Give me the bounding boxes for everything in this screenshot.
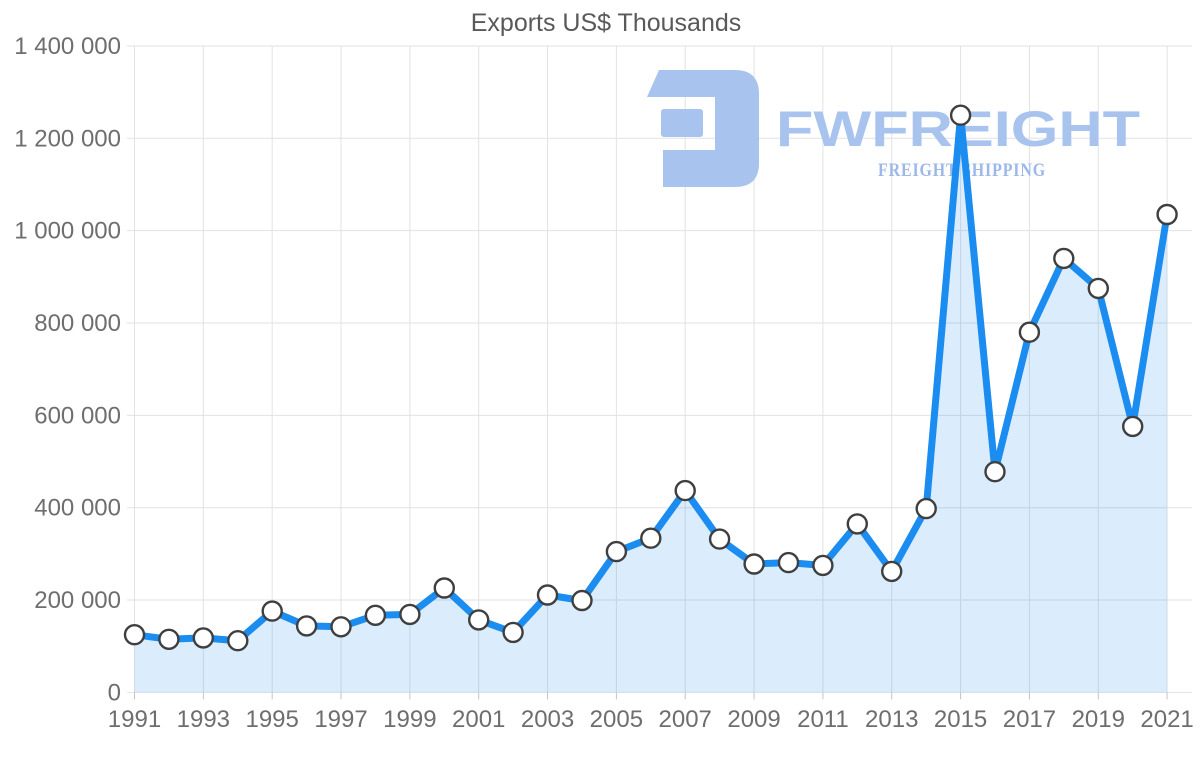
data-point-2021[interactable] [1156, 203, 1178, 226]
x-axis-tick-label: 2013 [865, 706, 918, 733]
y-axis-tick-label: 1 000 000 [14, 218, 121, 245]
data-point-2019[interactable] [1087, 277, 1110, 300]
x-axis-tick-label: 1997 [314, 706, 367, 733]
fwfreight-watermark: FWFREIGHT FREIGHT SHIPPING [647, 70, 1140, 187]
x-axis-tick-label: 2007 [659, 706, 712, 733]
data-point-2003[interactable] [536, 584, 559, 606]
data-point-2015[interactable] [949, 104, 972, 126]
data-point-2016[interactable] [984, 461, 1006, 483]
data-point-1993[interactable] [192, 627, 215, 649]
x-axis-tick-label: 1999 [383, 706, 436, 733]
x-axis-tick-label: 2003 [521, 706, 574, 733]
data-point-2007[interactable] [674, 479, 696, 502]
data-point-1991[interactable] [123, 624, 146, 646]
y-axis-tick-label: 0 [108, 679, 121, 706]
area-series [134, 115, 1168, 693]
data-point-1999[interactable] [399, 603, 421, 626]
x-axis-tick-label: 2009 [727, 706, 780, 733]
y-axis-tick-label: 800 000 [34, 310, 121, 337]
data-point-2013[interactable] [881, 560, 903, 583]
data-point-2010[interactable] [777, 551, 800, 574]
gridlines [127, 45, 1192, 700]
y-axis-tick-label: 1 200 000 [14, 125, 121, 152]
y-axis-tick-label: 600 000 [34, 402, 121, 429]
data-point-2004[interactable] [571, 589, 593, 612]
data-point-1996[interactable] [295, 615, 318, 637]
data-point-2000[interactable] [433, 577, 455, 599]
logo-glyph-main [647, 70, 759, 187]
x-axis-tick-label: 2017 [1003, 706, 1056, 733]
data-point-2006[interactable] [640, 527, 662, 549]
data-point-2002[interactable] [502, 621, 524, 644]
x-axis-labels: 1991 1993 1995 1997 1999 2001 2003 2005 2007 2009… [108, 706, 1194, 733]
data-point-2005[interactable] [605, 540, 628, 563]
x-axis-tick-label: 2019 [1072, 706, 1125, 733]
data-point-1997[interactable] [330, 616, 352, 638]
y-axis-labels: 0 200 000 400 000 600 000 800 000 1 000 000 1 … [14, 33, 121, 706]
x-axis-tick-label: 1993 [177, 706, 230, 733]
x-axis-tick-label: 1995 [245, 706, 298, 733]
data-point-1995[interactable] [261, 600, 283, 622]
data-point-2018[interactable] [1053, 247, 1075, 270]
data-point-2001[interactable] [468, 609, 490, 631]
data-point-1994[interactable] [227, 630, 249, 652]
data-point-2020[interactable] [1121, 415, 1144, 438]
x-axis-tick-label: 2015 [934, 706, 987, 733]
data-point-2014[interactable] [915, 497, 937, 520]
x-axis-tick-label: 2011 [797, 706, 849, 733]
y-axis-tick-label: 1 400 000 [14, 33, 121, 60]
data-point-2017[interactable] [1018, 321, 1041, 343]
data-point-2012[interactable] [846, 513, 868, 535]
data-point-2009[interactable] [743, 553, 765, 575]
x-axis-tick-label: 1991 [108, 706, 161, 733]
exports-area-fill [134, 115, 1168, 693]
logo-glyph-middle-bar [661, 109, 703, 137]
y-axis-tick-label: 200 000 [34, 587, 121, 614]
data-point-markers [123, 104, 1178, 652]
data-point-1992[interactable] [158, 628, 180, 650]
x-axis-tick-label: 2001 [452, 706, 505, 733]
fwfreight-logo-icon [647, 70, 759, 187]
data-point-2011[interactable] [812, 554, 834, 577]
brand-tagline: FREIGHT SHIPPING [878, 160, 1046, 181]
x-axis-tick-label: 2005 [590, 706, 643, 733]
x-axis-tick-label: 2021 [1140, 706, 1193, 733]
data-point-2008[interactable] [708, 528, 731, 550]
y-axis-tick-label: 400 000 [34, 495, 121, 522]
data-point-1998[interactable] [364, 604, 387, 626]
chart-title: Exports US$ Thousands [471, 9, 742, 37]
